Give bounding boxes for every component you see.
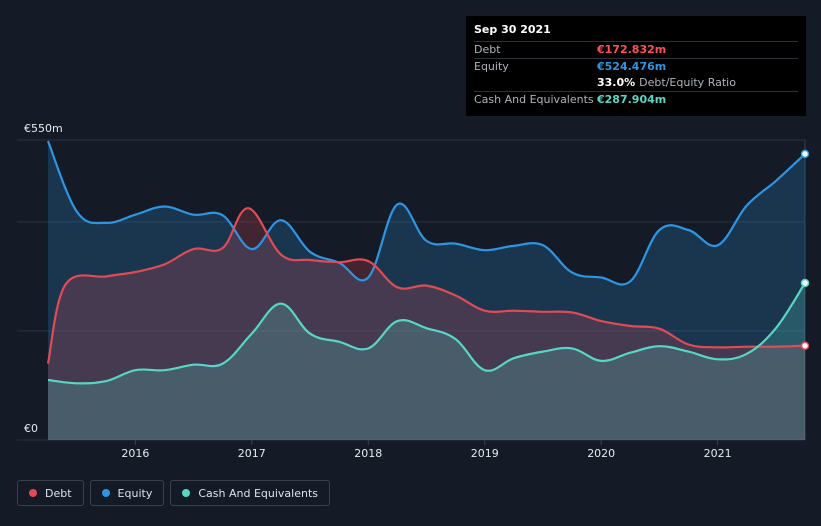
x-tick-label: 2020 — [587, 447, 615, 460]
tooltip-date: Sep 30 2021 — [474, 23, 551, 36]
cash-and-equivalents-area — [48, 283, 805, 440]
x-tick-label: 2019 — [471, 447, 499, 460]
x-axis: 2016 2017 2018 2019 2020 2021 — [121, 440, 732, 460]
tooltip-row-debt: Debt €172.832m — [474, 41, 798, 58]
grid-lines — [17, 139, 806, 441]
equity-area — [48, 141, 805, 440]
debt-area — [48, 208, 805, 440]
tooltip-row-cash: Cash And Equivalents €287.904m — [474, 91, 798, 108]
tooltip-debt-label: Debt — [474, 43, 501, 56]
x-tick-label: 2017 — [238, 447, 266, 460]
x-tick-label: 2018 — [354, 447, 382, 460]
tooltip-equity-value: €524.476m — [597, 60, 667, 73]
legend-label-equity: Equity — [117, 486, 153, 500]
legend-dot-equity — [101, 489, 110, 497]
equity-line — [46, 140, 806, 286]
tooltip-cash-value: €287.904m — [597, 93, 667, 106]
debt-end-marker — [800, 341, 810, 350]
cash-and-equivalents-line — [47, 282, 806, 385]
legend-item-debt[interactable]: Debt — [17, 480, 84, 506]
tooltip-ratio-value: 33.0% — [597, 76, 636, 89]
tooltip-equity-label: Equity — [474, 60, 509, 73]
legend-dot-cash — [182, 489, 191, 497]
legend-label-cash: Cash And Equivalents — [198, 486, 318, 500]
y-tick-label-max: €550m — [24, 122, 63, 135]
x-tick-label: 2016 — [121, 447, 149, 460]
chart-legend: Debt Equity Cash And Equivalents — [17, 480, 330, 506]
end-markers — [800, 149, 810, 350]
equity-end-marker — [800, 149, 810, 159]
cash-and-equivalents-end-marker — [800, 278, 810, 288]
series-areas — [48, 141, 805, 440]
data-tooltip: Sep 30 2021 Debt €172.832m Equity €524.4… — [466, 16, 806, 116]
series-lines — [46, 140, 806, 385]
legend-dot-debt — [29, 489, 37, 497]
tooltip-debt-value: €172.832m — [597, 43, 667, 56]
legend-item-cash[interactable]: Cash And Equivalents — [170, 480, 330, 506]
debt-line — [46, 207, 806, 364]
tooltip-ratio-label: Debt/Equity Ratio — [639, 76, 736, 89]
tooltip-row-equity: Equity €524.476m — [474, 58, 798, 75]
y-tick-label-min: €0 — [24, 422, 38, 435]
x-tick-label: 2021 — [704, 447, 732, 460]
legend-item-equity[interactable]: Equity — [89, 480, 165, 506]
legend-label-debt: Debt — [45, 486, 72, 500]
tooltip-cash-label: Cash And Equivalents — [474, 93, 594, 106]
tooltip-row-ratio: 33.0% Debt/Equity Ratio — [474, 75, 798, 91]
